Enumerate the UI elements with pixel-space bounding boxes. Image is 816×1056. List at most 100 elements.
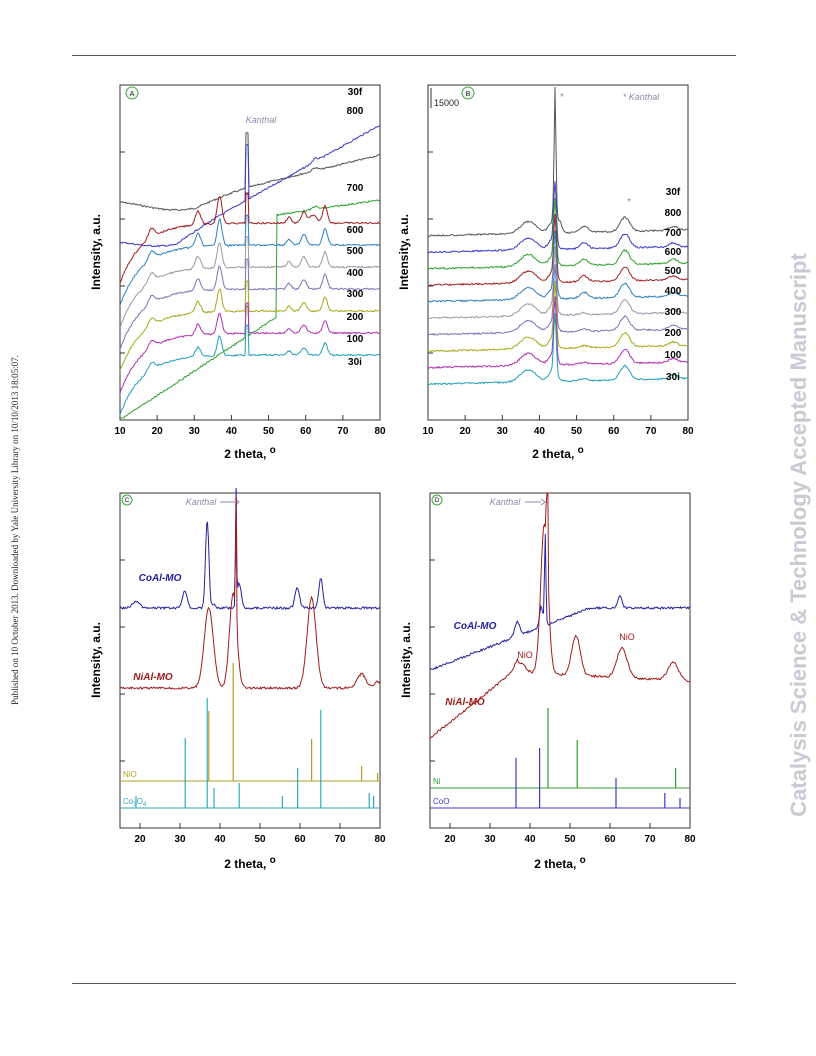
x-tick-label: 30 [174,834,186,845]
x-tick-label: 60 [300,426,312,437]
peak-label-nio: NiO [619,632,635,642]
panel-letter: C [125,498,130,504]
series-label-30i: 30i [666,372,680,383]
panel-badge [461,86,475,100]
panel-badge [121,494,133,506]
kanthal-annotation: Kanthal [186,497,218,507]
series-line-700 [120,199,381,419]
series-line-400 [427,246,688,320]
series-label-30f: 30f [348,87,363,98]
x-tick-label: 70 [645,426,657,437]
series-label-100: 100 [347,334,364,345]
series-label-200: 200 [665,328,682,339]
series-line-30i [427,313,689,386]
series-label-CoAl-MO: CoAl-MO [139,573,182,584]
series-line-300 [119,258,381,350]
x-axis-label: 2 theta, o [224,855,275,871]
series-line-800 [427,181,689,254]
x-tick-label: 10 [422,426,434,437]
x-axis-label: 2 theta, o [532,445,583,461]
x-tick-label: 70 [644,834,656,845]
xrd-chart-a: A Intensity, a.u. 2 theta, o Kanthal 10 2… [89,84,386,461]
series-label-200: 200 [347,312,364,323]
series-label-300: 300 [347,289,364,300]
download-watermark: Published on 10 October 2013. Downloaded… [4,230,26,830]
series-line-800 [119,124,381,248]
series-label-NiAl-MO: NiAl-MO [133,672,173,683]
y-axis-label: Intensity, a.u. [399,622,413,698]
x-tick-label: 20 [444,834,456,845]
reference-label-Co: Co3O4 [123,797,147,808]
series-label-500: 500 [665,266,682,277]
series-line-700 [427,198,689,270]
series-label-500: 500 [347,246,364,257]
kanthal-legend: * Kanthal [623,92,661,102]
x-tick-label: 30 [189,426,201,437]
series-line-30i [119,324,381,416]
series-line-600 [119,191,381,284]
y-axis-label: Intensity, a.u. [89,622,103,698]
series-line-600 [427,213,689,287]
panel-badge [431,494,443,506]
series-line-500 [427,230,689,303]
x-tick-label: 80 [682,426,694,437]
x-tick-label: 20 [460,426,472,437]
series-label-CoAl-MO: CoAl-MO [454,621,497,632]
x-tick-label: 30 [484,834,496,845]
x-tick-label: 50 [564,834,576,845]
x-tick-label: 50 [571,426,583,437]
x-tick-label: 50 [254,834,266,845]
x-tick-label: 70 [334,834,346,845]
x-tick-label: 60 [604,834,616,845]
series-line-NiAl-MO [429,492,691,739]
series-line-NiAl-MO [119,495,381,690]
series-line-100 [427,296,688,369]
x-tick-label: 20 [152,426,164,437]
panel-letter: B [466,91,471,98]
series-label-800: 800 [347,106,364,117]
series-label-30f: 30f [666,187,681,198]
panel-badge [125,86,139,100]
x-tick-label: 70 [337,426,349,437]
x-tick-label: 10 [114,426,126,437]
series-label-700: 700 [347,183,364,194]
x-axis-label: 2 theta, o [224,445,275,461]
x-tick-label: 40 [524,834,536,845]
x-tick-label: 60 [294,834,306,845]
series-line-500 [119,214,381,306]
x-tick-label: 40 [226,426,238,437]
x-axis-label: 2 theta, o [534,855,585,871]
series-label-NiAl-MO: NiAl-MO [445,697,485,708]
xrd-chart-d: D Kanthal Intensity, a.u. 2 theta, o 20 3… [399,492,696,871]
series-label-30i: 30i [348,357,362,368]
series-line-100 [119,302,381,394]
series-line-200 [119,280,381,371]
series-line-400 [119,236,381,328]
series-line-CoAl-MO [429,533,691,671]
x-tick-label: 60 [608,426,620,437]
y-axis-label: Intensity, a.u. [397,214,411,290]
series-label-400: 400 [665,286,682,297]
x-tick-label: 80 [374,834,386,845]
y-axis-label: Intensity, a.u. [89,214,103,290]
x-tick-label: 40 [214,834,226,845]
scale-bar-label: 15000 [434,98,459,108]
download-watermark-text: Published on 10 October 2013. Downloaded… [10,355,20,705]
kanthal-annotation: Kanthal [490,497,522,507]
x-tick-label: 40 [534,426,546,437]
series-label-100: 100 [665,350,682,361]
series-line-30f [119,132,381,212]
x-tick-label: 30 [497,426,509,437]
xrd-chart-b: B 15000 * Kanthal * * Intensity, a.u. 2 … [397,84,694,461]
reference-label-CoO: CoO [433,797,449,806]
series-label-600: 600 [347,225,364,236]
footer-rule [72,983,736,984]
series-label-300: 300 [665,307,682,318]
x-tick-label: 80 [374,426,386,437]
series-line-30f [427,86,689,237]
kanthal-arrowhead [540,498,546,506]
peak-label-nio: NiO [517,650,533,660]
series-label-600: 600 [665,247,682,258]
x-tick-label: 80 [684,834,696,845]
reference-label-NiO: NiO [123,770,137,779]
